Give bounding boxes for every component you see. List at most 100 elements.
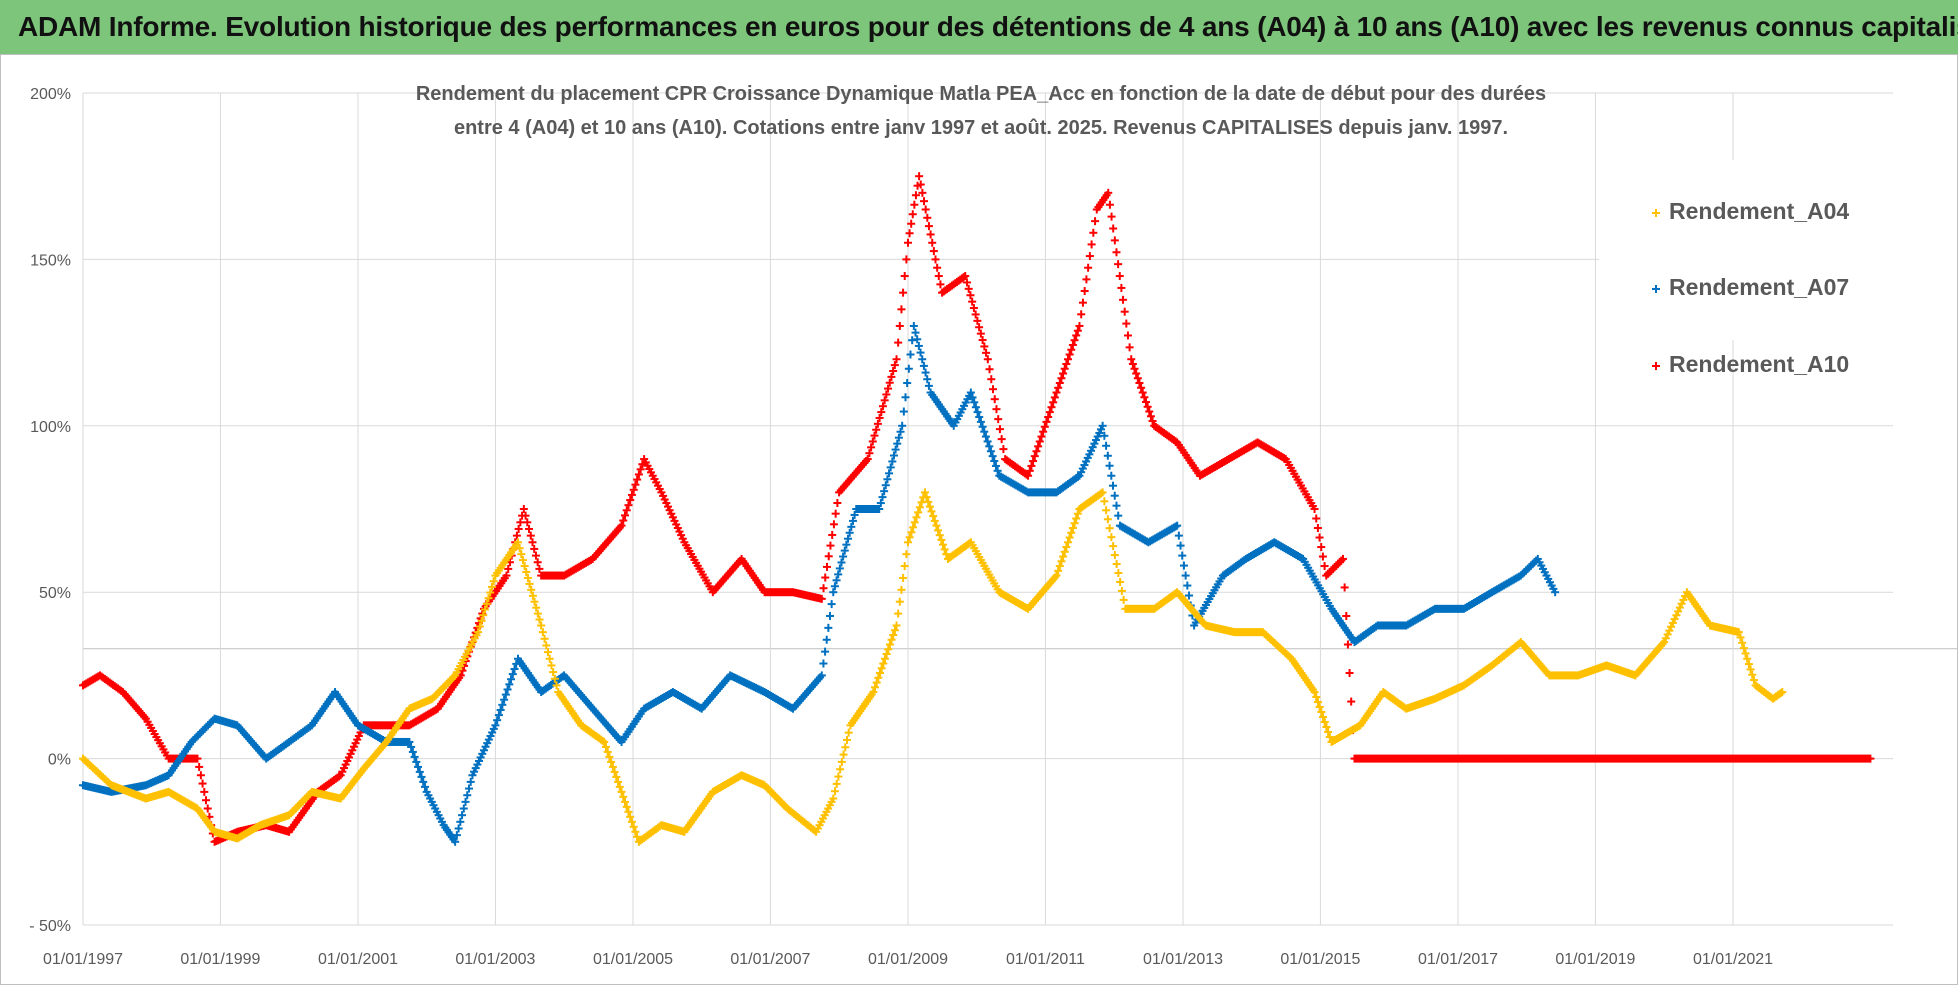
data-point-rendement_a10 bbox=[202, 796, 211, 805]
data-point-rendement_a04 bbox=[1103, 515, 1112, 524]
data-point-rendement_a07 bbox=[1100, 431, 1109, 440]
data-point-rendement_a04 bbox=[1738, 638, 1747, 647]
data-point-rendement_a10 bbox=[1080, 287, 1089, 296]
data-point-rendement_a04 bbox=[940, 545, 949, 554]
data-point-rendement_a07 bbox=[893, 439, 902, 448]
data-point-rendement_a10 bbox=[1047, 403, 1056, 412]
data-point-rendement_a07 bbox=[1173, 521, 1182, 530]
data-point-rendement_a10 bbox=[1128, 359, 1137, 368]
data-point-rendement_a04 bbox=[614, 777, 623, 786]
data-point-rendement_a04 bbox=[537, 621, 546, 630]
data-point-rendement_a10 bbox=[528, 538, 537, 547]
data-point-rendement_a04 bbox=[1739, 644, 1748, 653]
data-point-rendement_a07 bbox=[414, 762, 423, 771]
data-point-rendement_a04 bbox=[540, 634, 549, 643]
data-point-rendement_a04 bbox=[1313, 698, 1322, 707]
chart-title-line1: Rendement du placement CPR Croissance Dy… bbox=[416, 83, 1546, 105]
data-point-rendement_a04 bbox=[937, 535, 946, 544]
data-point-rendement_a07 bbox=[459, 804, 468, 813]
data-point-rendement_a04 bbox=[620, 797, 629, 806]
data-point-rendement_a04 bbox=[1679, 595, 1688, 604]
data-point-rendement_a04 bbox=[489, 577, 498, 586]
data-point-rendement_a10 bbox=[918, 188, 927, 197]
data-point-rendement_a10 bbox=[997, 435, 1006, 444]
data-point-rendement_a04 bbox=[836, 765, 845, 774]
legend: Rendement_A04 Rendement_A07 Rendement_A1… bbox=[1652, 198, 1849, 377]
data-point-rendement_a07 bbox=[454, 824, 463, 833]
data-point-rendement_a10 bbox=[877, 408, 886, 417]
data-point-rendement_a07 bbox=[880, 487, 889, 496]
data-point-rendement_a10 bbox=[962, 278, 971, 287]
data-point-rendement_a10 bbox=[905, 229, 914, 238]
data-point-rendement_a07 bbox=[991, 461, 1000, 470]
data-point-rendement_a07 bbox=[1551, 588, 1560, 597]
data-point-rendement_a10 bbox=[831, 509, 840, 518]
data-point-rendement_a07 bbox=[990, 457, 999, 466]
data-point-rendement_a07 bbox=[881, 481, 890, 490]
data-point-rendement_a10 bbox=[478, 609, 487, 618]
data-point-rendement_a10 bbox=[994, 415, 1003, 424]
data-point-rendement_a07 bbox=[494, 711, 503, 720]
data-point-rendement_a07 bbox=[834, 570, 843, 579]
data-point-rendement_a04 bbox=[1744, 660, 1753, 669]
data-point-rendement_a07 bbox=[501, 690, 510, 699]
data-point-rendement_a10 bbox=[1315, 533, 1324, 542]
x-tick-label: 01/01/2013 bbox=[1143, 951, 1223, 968]
data-point-rendement_a04 bbox=[631, 827, 640, 836]
data-point-rendement_a04 bbox=[1107, 533, 1116, 542]
data-point-rendement_a10 bbox=[880, 396, 889, 405]
data-point-rendement_a04 bbox=[1315, 703, 1324, 712]
data-point-rendement_a07 bbox=[899, 407, 908, 416]
data-point-rendement_a10 bbox=[863, 455, 872, 464]
data-point-rendement_a07 bbox=[980, 427, 989, 436]
data-point-rendement_a04 bbox=[1062, 543, 1071, 552]
data-point-rendement_a10 bbox=[924, 222, 933, 231]
data-point-rendement_a10 bbox=[634, 470, 643, 479]
data-point-rendement_a04 bbox=[601, 742, 610, 751]
chart-title-line2: entre 4 (A04) et 10 ans (A10). Cotations… bbox=[454, 117, 1508, 139]
data-point-rendement_a10 bbox=[1318, 552, 1327, 561]
data-point-rendement_a04 bbox=[912, 513, 921, 522]
data-point-rendement_a07 bbox=[505, 680, 514, 689]
data-point-rendement_a10 bbox=[531, 551, 540, 560]
data-point-rendement_a10 bbox=[966, 291, 975, 300]
data-point-rendement_a10 bbox=[887, 372, 896, 381]
data-point-rendement_a10 bbox=[878, 402, 887, 411]
data-point-rendement_a04 bbox=[1325, 732, 1334, 741]
data-point-rendement_a04 bbox=[619, 792, 628, 801]
x-tick-label: 01/01/2001 bbox=[318, 951, 398, 968]
data-point-rendement_a04 bbox=[905, 533, 914, 542]
data-point-rendement_a10 bbox=[824, 552, 833, 561]
data-point-rendement_a04 bbox=[603, 747, 612, 756]
data-point-rendement_a10 bbox=[920, 197, 929, 206]
header-banner: ADAM Informe. Evolution historique des p… bbox=[0, 0, 1958, 55]
data-point-rendement_a10 bbox=[964, 284, 973, 293]
data-point-rendement_a10 bbox=[1027, 461, 1036, 470]
data-point-rendement_a04 bbox=[1674, 607, 1683, 616]
data-point-rendement_a04 bbox=[522, 567, 531, 576]
legend-marker-rendement_a04 bbox=[1652, 209, 1660, 217]
data-point-rendement_a04 bbox=[482, 599, 491, 608]
data-point-rendement_a04 bbox=[1070, 519, 1079, 528]
data-point-rendement_a04 bbox=[907, 528, 916, 537]
data-point-rendement_a04 bbox=[1063, 538, 1072, 547]
data-point-rendement_a04 bbox=[1667, 622, 1676, 631]
data-point-rendement_a10 bbox=[1104, 188, 1113, 197]
data-point-rendement_a10 bbox=[516, 518, 525, 527]
data-point-rendement_a04 bbox=[1319, 713, 1328, 721]
data-point-rendement_a10 bbox=[1310, 505, 1319, 513]
data-point-rendement_a10 bbox=[1145, 407, 1154, 416]
data-point-rendement_a07 bbox=[1109, 481, 1118, 490]
data-point-rendement_a07 bbox=[1178, 551, 1187, 560]
data-point-rendement_a10 bbox=[1065, 350, 1074, 359]
data-point-rendement_a10 bbox=[195, 762, 204, 771]
data-point-rendement_a10 bbox=[1044, 412, 1053, 421]
data-point-rendement_a10 bbox=[636, 465, 645, 474]
data-point-rendement_a04 bbox=[879, 659, 888, 668]
data-point-rendement_a10 bbox=[1105, 200, 1114, 209]
data-point-rendement_a04 bbox=[1102, 506, 1111, 515]
data-point-rendement_a07 bbox=[493, 716, 502, 725]
data-point-rendement_a10 bbox=[995, 425, 1004, 434]
data-point-rendement_a04 bbox=[1670, 615, 1679, 624]
data-point-rendement_a07 bbox=[510, 665, 519, 673]
